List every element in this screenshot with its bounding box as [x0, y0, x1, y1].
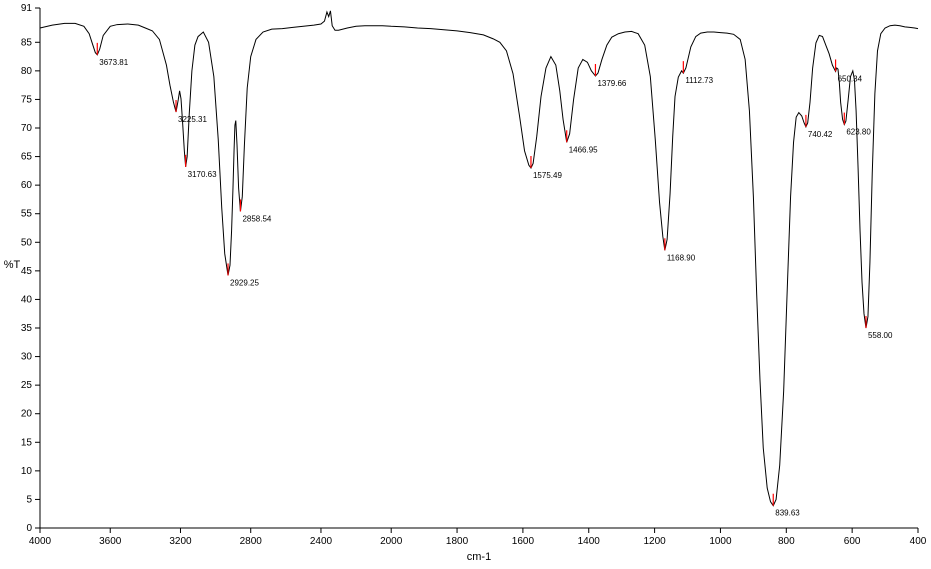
peak-label: 558.00 — [868, 331, 893, 340]
peak-label: 1168.90 — [667, 253, 696, 262]
x-tick-label: 1400 — [578, 536, 601, 547]
y-tick-label: 40 — [21, 294, 33, 305]
x-tick-label: 1800 — [446, 536, 469, 547]
x-tick-label: 1600 — [512, 536, 535, 547]
peak-label: 1379.66 — [597, 79, 626, 88]
x-tick-label: 800 — [778, 536, 795, 547]
x-tick-label: 1000 — [709, 536, 732, 547]
y-axis-label: %T — [4, 259, 21, 271]
peak-label: 839.63 — [775, 509, 800, 518]
y-tick-label: 75 — [21, 94, 33, 105]
x-tick-label: 2400 — [310, 536, 333, 547]
x-tick-label: 3600 — [99, 536, 122, 547]
y-tick-label: 0 — [26, 523, 32, 534]
peak-label: 740.42 — [808, 130, 833, 139]
peak-label: 2858.54 — [242, 214, 271, 223]
y-tick-label: 15 — [21, 437, 33, 448]
x-tick-label: 4000 — [29, 536, 52, 547]
peak-label: 1112.73 — [685, 76, 713, 85]
x-tick-label: 1200 — [643, 536, 666, 547]
y-tick-label: 91 — [21, 3, 33, 14]
y-tick-label: 10 — [21, 466, 33, 477]
peak-label: 623.80 — [846, 128, 871, 137]
x-tick-label: 400 — [910, 536, 927, 547]
spectrum-curve — [40, 11, 918, 506]
y-tick-label: 55 — [21, 209, 33, 220]
peak-label: 3225.31 — [178, 115, 207, 124]
x-axis-label: cm-1 — [467, 551, 491, 563]
x-tick-label: 2800 — [240, 536, 263, 547]
peak-label: 3170.63 — [188, 170, 217, 179]
y-tick-label: 80 — [21, 66, 33, 77]
peak-label: 3673.81 — [99, 58, 128, 67]
y-tick-label: 70 — [21, 123, 33, 134]
y-tick-label: 20 — [21, 409, 33, 420]
x-tick-label: 600 — [844, 536, 861, 547]
y-tick-label: 85 — [21, 37, 33, 48]
peak-label: 2929.25 — [230, 278, 259, 287]
y-tick-label: 25 — [21, 380, 33, 391]
peak-label: 1575.49 — [533, 171, 562, 180]
peak-label: 650.34 — [838, 74, 863, 83]
y-tick-label: 30 — [21, 352, 33, 363]
x-tick-label: 3200 — [169, 536, 192, 547]
y-tick-label: 65 — [21, 152, 33, 163]
y-tick-label: 5 — [26, 494, 32, 505]
y-tick-label: 60 — [21, 180, 33, 191]
y-tick-label: 35 — [21, 323, 33, 334]
y-tick-label: 50 — [21, 237, 33, 248]
ir-spectrum-chart: 0 5 10 15 20 25 30 35 40 45 50 55 60 65 70 75 80 85 91 4000… — [0, 0, 931, 569]
peak-label: 1466.95 — [569, 145, 598, 154]
x-tick-label: 2000 — [380, 536, 403, 547]
y-tick-label: 45 — [21, 266, 33, 277]
